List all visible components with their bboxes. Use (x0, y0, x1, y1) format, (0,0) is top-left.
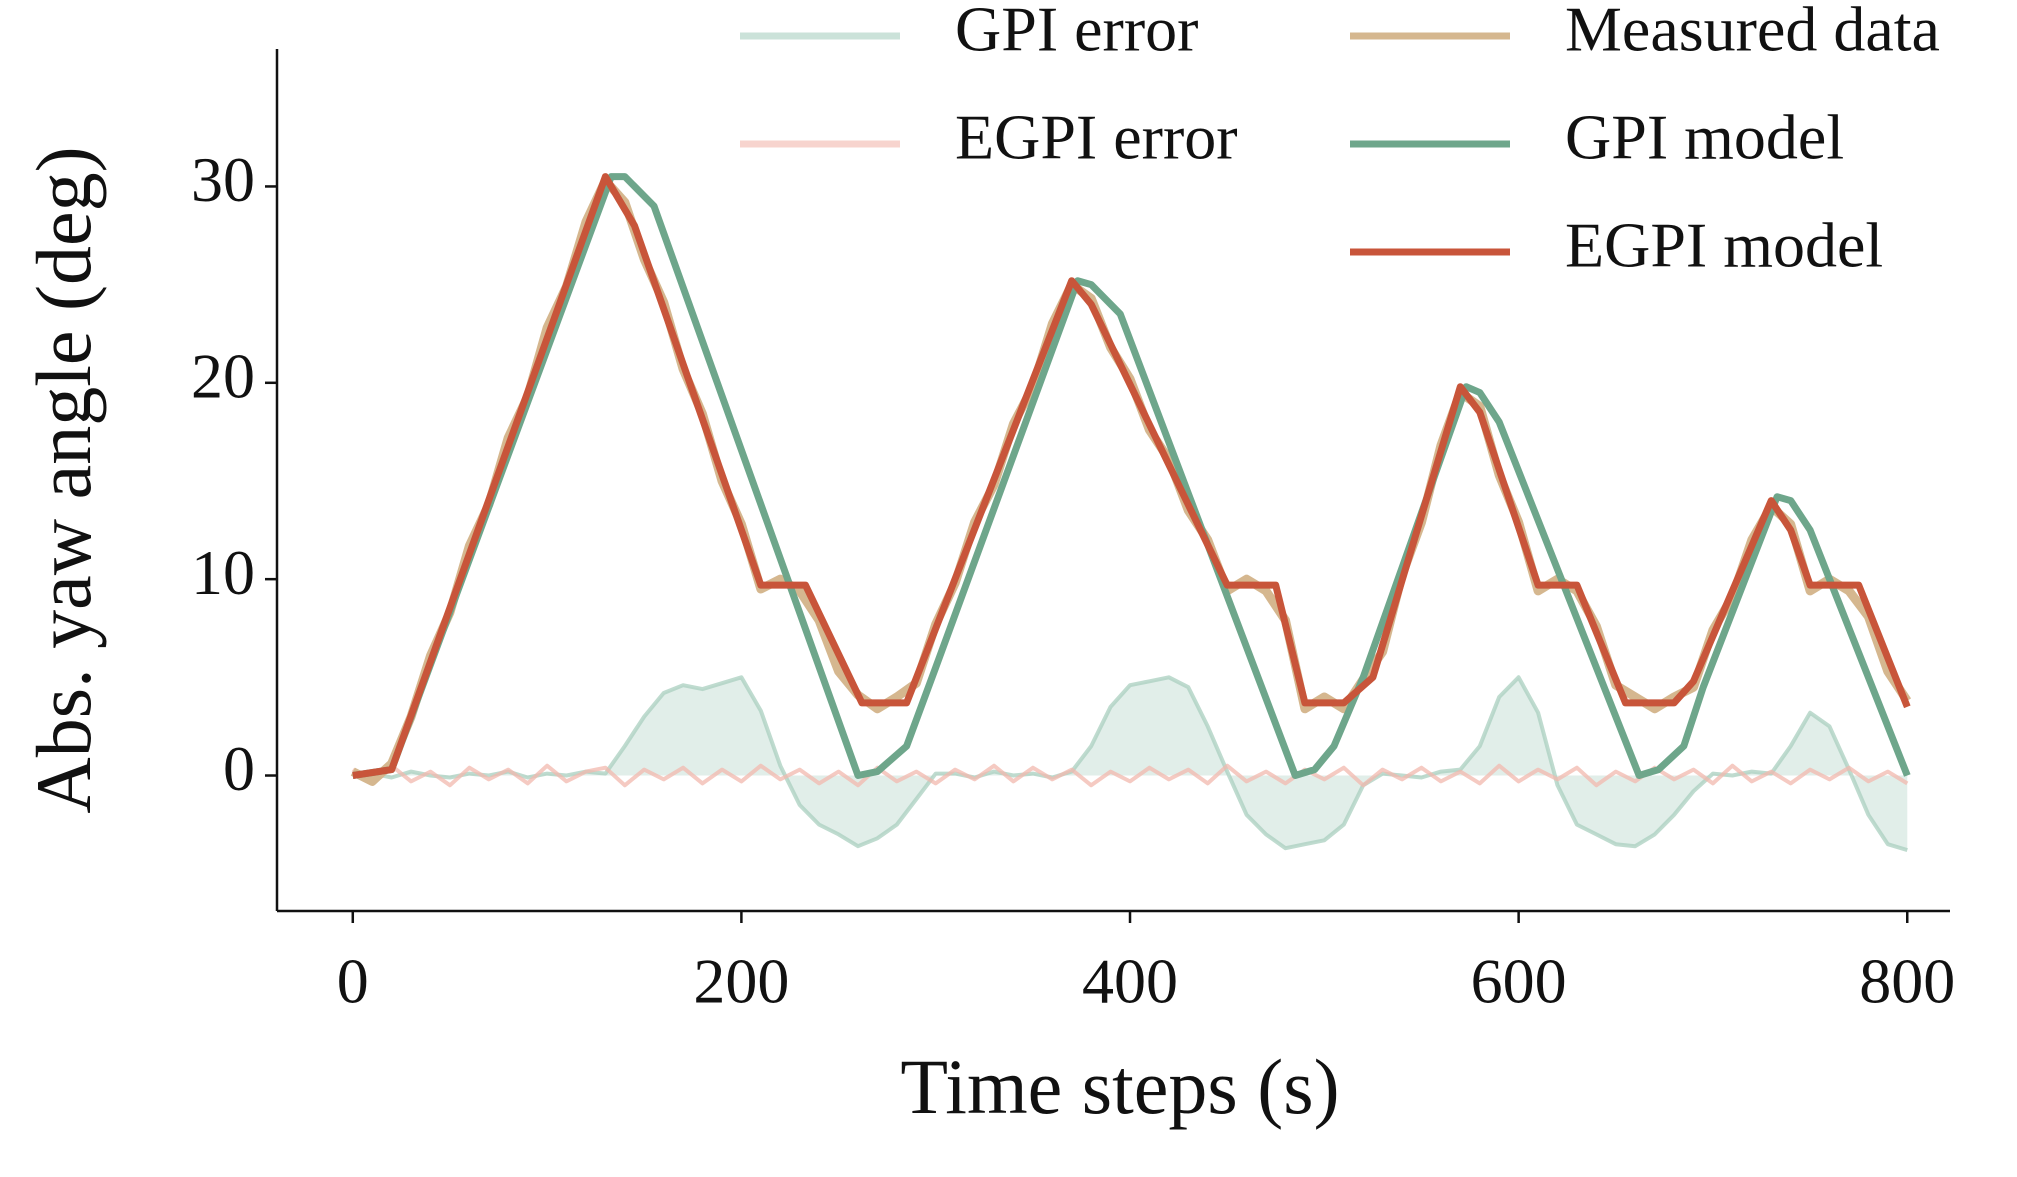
y-axis-label: Abs. yaw angle (deg) (20, 146, 107, 813)
x-tick-label: 400 (1082, 946, 1178, 1017)
y-tick-label: 30 (191, 144, 255, 215)
y-tick-label: 0 (223, 733, 255, 804)
x-tick-label: 800 (1859, 946, 1955, 1017)
legend-label: Measured data (1565, 0, 1940, 65)
error-line (352, 675, 1908, 853)
x-tick-label: 600 (1471, 946, 1567, 1017)
legend-label: EGPI error (955, 102, 1238, 173)
y-tick-label: 20 (191, 340, 255, 411)
y-tick-label: 10 (191, 537, 255, 608)
legend-label: EGPI model (1565, 210, 1883, 281)
error-area (352, 677, 1908, 851)
legend-label: GPI error (955, 0, 1198, 65)
series-line (352, 173, 1911, 779)
x-tick-label: 200 (693, 946, 789, 1017)
x-tick-label: 0 (337, 946, 369, 1017)
x-axis-label: Time steps (s) (900, 1043, 1339, 1130)
series-line (352, 173, 1911, 779)
legend-label: GPI model (1565, 102, 1844, 173)
